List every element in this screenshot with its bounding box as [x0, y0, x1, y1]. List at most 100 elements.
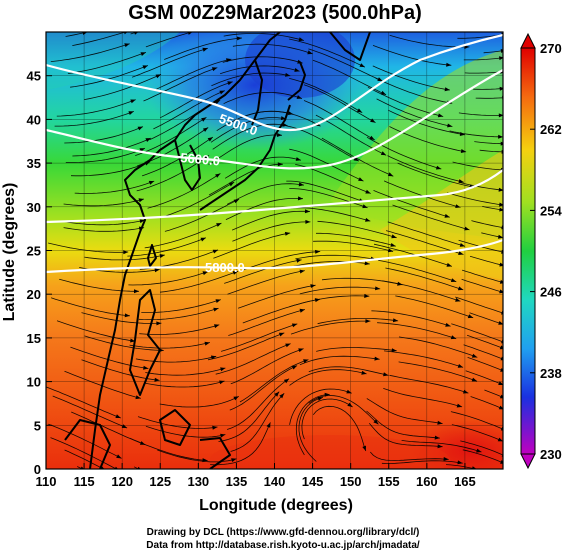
wind-arrowhead: [123, 250, 129, 255]
wind-arrowhead: [303, 359, 309, 364]
streamline: [84, 335, 164, 351]
streamline: [313, 240, 394, 252]
streamline: [213, 232, 291, 259]
streamline: [290, 320, 371, 335]
wind-arrowhead: [450, 278, 457, 282]
streamline: [465, 370, 500, 384]
streamline: [242, 298, 321, 324]
wind-arrowhead: [210, 355, 217, 360]
streamline: [230, 393, 285, 452]
wind-arrowhead: [202, 458, 208, 463]
streamline: [135, 355, 217, 363]
wind-arrowhead: [391, 348, 397, 353]
streamline: [475, 97, 503, 99]
wind-arrowhead: [203, 155, 209, 160]
wind-arrowhead: [283, 378, 290, 384]
streamline: [473, 88, 501, 90]
wind-arrowhead: [138, 198, 144, 203]
streamline: [312, 405, 367, 452]
colorbar-tick-label: 238: [540, 366, 562, 381]
wind-arrowhead: [434, 435, 440, 440]
streamline: [211, 72, 291, 87]
colorbar-tick-label: 230: [540, 447, 562, 462]
streamline: [63, 227, 145, 232]
wind-arrowhead: [499, 202, 503, 207]
wind-arrowhead: [364, 261, 370, 266]
wind-arrowhead: [291, 365, 298, 370]
wind-arrowhead: [361, 370, 367, 375]
wind-arrowhead: [137, 126, 143, 131]
wind-arrowhead: [437, 444, 443, 449]
y-tick-label: 0: [34, 462, 41, 477]
y-tick-label: 15: [27, 331, 41, 346]
streamline: [159, 270, 239, 293]
streamline: [447, 192, 500, 205]
streamline: [372, 65, 450, 91]
streamline: [216, 110, 294, 132]
wind-arrowhead: [142, 65, 148, 70]
streamline: [464, 71, 501, 74]
wind-arrowhead: [324, 392, 330, 397]
coastlines: [64, 32, 371, 469]
contour-label-5800: 5800.0: [205, 260, 245, 275]
streamline: [239, 359, 309, 403]
wind-arrowhead: [233, 396, 239, 401]
wind-arrowhead: [155, 74, 161, 79]
streamline: [377, 322, 457, 340]
wind-arrowhead: [298, 182, 304, 187]
wind-arrowhead: [215, 173, 221, 178]
streamline: [161, 181, 235, 218]
wind-arrowhead: [457, 460, 463, 465]
streamline: [50, 437, 116, 469]
wind-arrowhead: [299, 308, 305, 313]
wind-arrowhead: [214, 324, 220, 329]
streamline: [139, 324, 220, 335]
wind-arrowhead: [498, 381, 503, 385]
streamline: [130, 32, 136, 35]
wind-arrowhead: [457, 286, 464, 291]
wind-arrowhead: [369, 135, 375, 140]
wind-arrowhead: [291, 323, 298, 328]
colorbar: 270 262 254 246 238 230: [520, 32, 562, 470]
wind-arrowhead: [315, 249, 321, 254]
colorbar-min-arrow: [520, 453, 536, 470]
streamline: [370, 451, 449, 461]
wind-arrowhead: [124, 313, 130, 318]
wind-arrowhead: [226, 58, 232, 63]
streamline: [215, 343, 291, 375]
wind-arrowhead: [307, 50, 313, 55]
streamline: [208, 163, 283, 196]
streamline: [144, 380, 225, 388]
streamline: [459, 182, 500, 191]
streamline: [378, 259, 457, 283]
streamline: [381, 460, 463, 464]
x-tick-label: 160: [416, 474, 438, 489]
wind-arrowhead: [115, 414, 121, 418]
wind-arrowhead: [148, 180, 155, 185]
streamline: [371, 310, 451, 327]
wind-arrowhead: [212, 425, 218, 430]
streamline: [461, 269, 501, 283]
wind-arrowhead: [200, 237, 206, 242]
wind-arrowhead: [145, 138, 151, 142]
streamline: [144, 222, 222, 249]
streamline: [303, 84, 376, 123]
streamline: [218, 391, 280, 442]
wind-arrowhead: [499, 289, 503, 294]
y-axis: 0 5 10 15 20 25 30 35 40 45: [27, 69, 52, 477]
wind-arrowhead: [154, 268, 160, 273]
streamline: [373, 190, 450, 218]
wind-arrowhead: [295, 157, 301, 161]
wind-arrowhead: [459, 243, 465, 247]
streamline: [237, 284, 316, 309]
wind-arrowhead: [500, 368, 503, 372]
wind-arrowhead: [220, 433, 226, 438]
wind-arrowhead: [391, 234, 397, 239]
wind-arrowhead: [134, 32, 139, 35]
wind-arrowhead: [296, 258, 302, 263]
streamline: [232, 221, 311, 242]
wind-arrowhead: [501, 225, 503, 230]
streamline: [301, 398, 353, 440]
wind-arrowhead: [358, 177, 364, 182]
colorbar-max-arrow: [520, 32, 536, 49]
